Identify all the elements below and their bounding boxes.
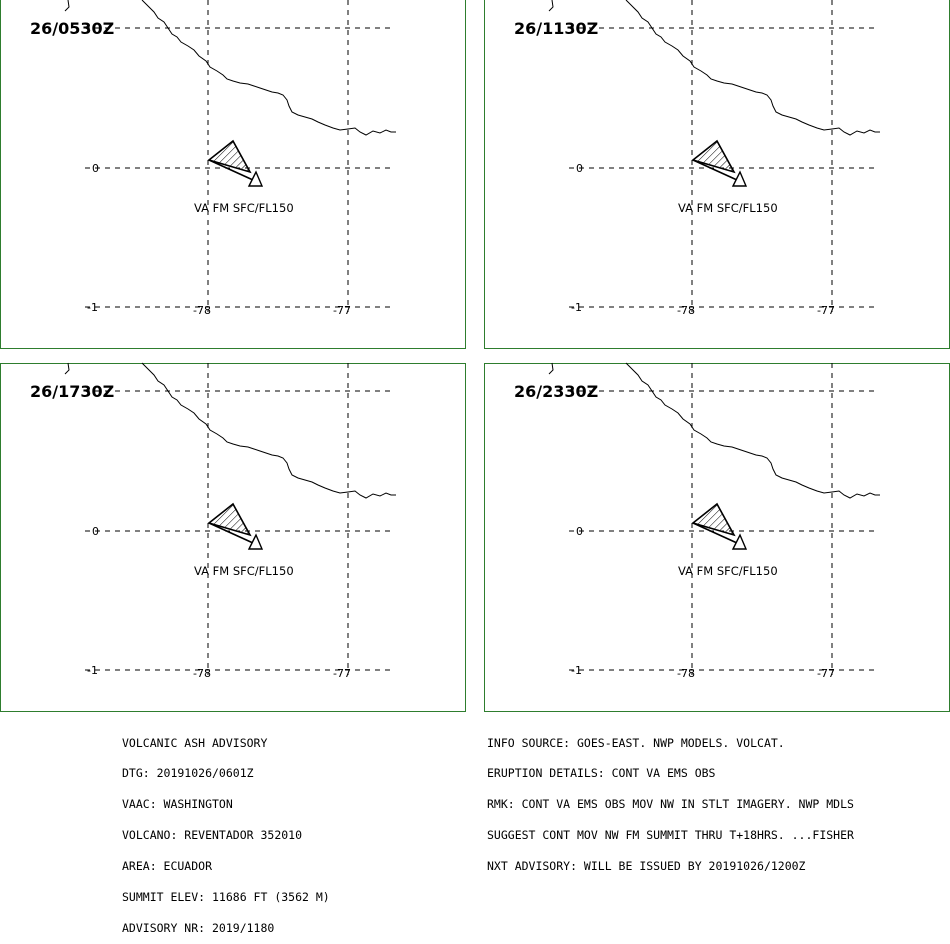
- advisory-graphic: 26/0530Z 0 -1 -78 -77 VA FM SFC/FL150 26…: [0, 0, 950, 712]
- advisory-line: VOLCANIC ASH ADVISORY: [122, 735, 268, 750]
- ash-altitude-label: VA FM SFC/FL150: [678, 201, 778, 215]
- map-panel-2: 26/1130Z 0 -1 -78 -77 VA FM SFC/FL150: [484, 0, 950, 349]
- advisory-line: ERUPTION DETAILS: CONT VA EMS OBS: [487, 766, 716, 781]
- panel-frame: [0, 0, 466, 349]
- lon-label-minus-77: -77: [333, 667, 351, 680]
- map-panel-4: 26/2330Z 0 -1 -78 -77 VA FM SFC/FL150: [484, 362, 950, 712]
- advisory-line: SUGGEST CONT MOV NW FM SUMMIT THRU T+18H…: [487, 828, 854, 843]
- panel-frame: [484, 0, 950, 349]
- advisory-line: INFO SOURCE: GOES-EAST. NWP MODELS. VOLC…: [487, 735, 785, 750]
- map-panel-1: 26/0530Z 0 -1 -78 -77 VA FM SFC/FL150: [0, 0, 466, 349]
- advisory-details-left: VOLCANIC ASH ADVISORY DTG: 20191026/0601…: [122, 717, 330, 944]
- lon-label-minus-77: -77: [817, 667, 835, 680]
- lon-label-minus-78: -78: [193, 667, 211, 680]
- advisory-details-right: INFO SOURCE: GOES-EAST. NWP MODELS. VOLC…: [487, 717, 854, 882]
- advisory-line: DTG: 20191026/0601Z: [122, 766, 254, 781]
- advisory-line: SUMMIT ELEV: 11686 FT (3562 M): [122, 890, 330, 905]
- advisory-line: VAAC: WASHINGTON: [122, 797, 233, 812]
- lon-label-minus-78: -78: [677, 667, 695, 680]
- advisory-line: NXT ADVISORY: WILL BE ISSUED BY 20191026…: [487, 859, 806, 874]
- advisory-line: RMK: CONT VA EMS OBS MOV NW IN STLT IMAG…: [487, 797, 854, 812]
- advisory-line: AREA: ECUADOR: [122, 859, 213, 874]
- panel-time-label: 26/1730Z: [30, 382, 114, 401]
- map-panel-3: 26/1730Z 0 -1 -78 -77 VA FM SFC/FL150: [0, 362, 466, 712]
- lat-label-minus-1: -1: [571, 301, 582, 314]
- panel-time-label: 26/0530Z: [30, 19, 114, 38]
- advisory-line: ADVISORY NR: 2019/1180: [122, 920, 275, 935]
- ash-altitude-label: VA FM SFC/FL150: [194, 201, 294, 215]
- panel-time-label: 26/2330Z: [514, 382, 598, 401]
- panel-frame: [484, 363, 950, 712]
- lon-label-minus-77: -77: [333, 304, 351, 317]
- lat-label-0: 0: [92, 162, 99, 175]
- panel-frame: [0, 363, 466, 712]
- lat-label-0: 0: [576, 162, 583, 175]
- ash-altitude-label: VA FM SFC/FL150: [678, 564, 778, 578]
- lat-label-minus-1: -1: [87, 301, 98, 314]
- lat-label-minus-1: -1: [571, 664, 582, 677]
- lon-label-minus-78: -78: [193, 304, 211, 317]
- advisory-line: VOLCANO: REVENTADOR 352010: [122, 828, 303, 843]
- lat-label-0: 0: [576, 525, 583, 538]
- lat-label-0: 0: [92, 525, 99, 538]
- panel-time-label: 26/1130Z: [514, 19, 598, 38]
- ash-altitude-label: VA FM SFC/FL150: [194, 564, 294, 578]
- lon-label-minus-77: -77: [817, 304, 835, 317]
- lon-label-minus-78: -78: [677, 304, 695, 317]
- lat-label-minus-1: -1: [87, 664, 98, 677]
